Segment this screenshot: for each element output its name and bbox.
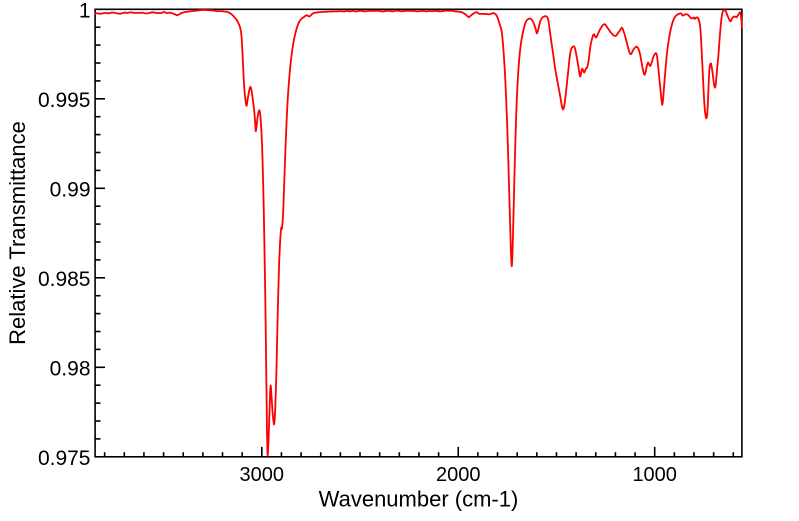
svg-text:1000: 1000 (632, 464, 677, 486)
svg-text:3000: 3000 (240, 464, 285, 486)
svg-text:2000: 2000 (436, 464, 481, 486)
svg-text:0.995: 0.995 (38, 89, 91, 112)
svg-text:0.975: 0.975 (38, 447, 91, 470)
svg-text:0.99: 0.99 (50, 179, 91, 202)
svg-text:1: 1 (79, 0, 91, 23)
svg-text:0.985: 0.985 (38, 268, 91, 291)
svg-text:Wavenumber (cm-1): Wavenumber (cm-1) (319, 486, 519, 511)
svg-text:Relative Transmittance: Relative Transmittance (5, 121, 30, 345)
svg-text:0.98: 0.98 (50, 358, 91, 381)
